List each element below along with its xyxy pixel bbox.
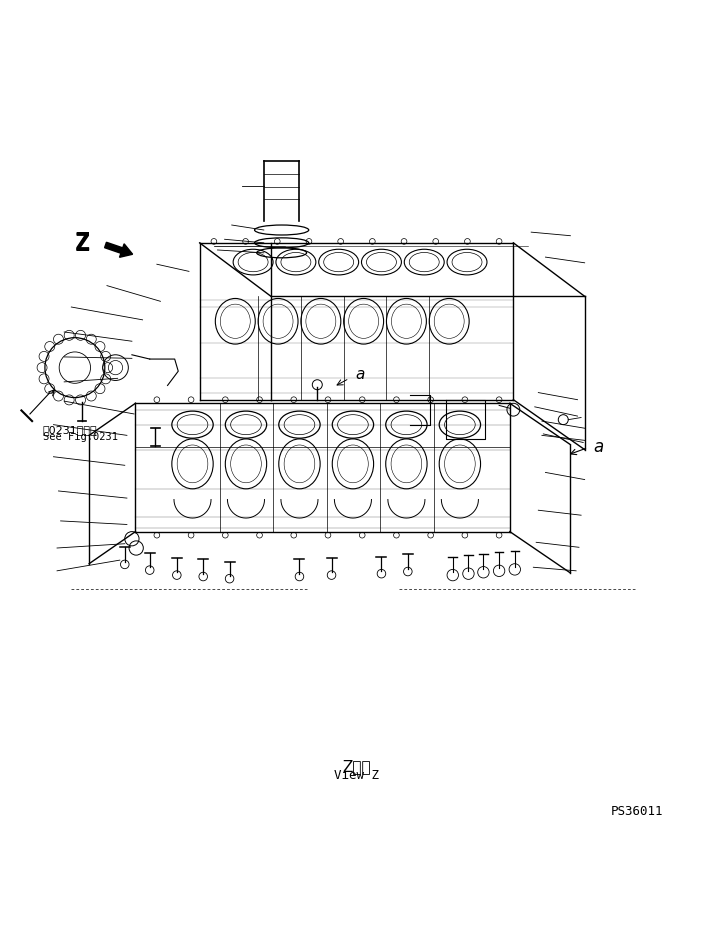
Text: View Z: View Z [334, 769, 379, 782]
FancyArrow shape [105, 242, 133, 257]
Text: a: a [594, 438, 604, 456]
Text: a: a [355, 367, 365, 382]
Text: See Fig.0231: See Fig.0231 [43, 432, 118, 443]
Text: Z: Z [74, 233, 90, 256]
Text: 第0231図参照: 第0231図参照 [43, 425, 98, 434]
Text: Z　視: Z 視 [342, 759, 371, 774]
Text: PS36011: PS36011 [610, 805, 663, 819]
Text: Z: Z [74, 231, 90, 255]
